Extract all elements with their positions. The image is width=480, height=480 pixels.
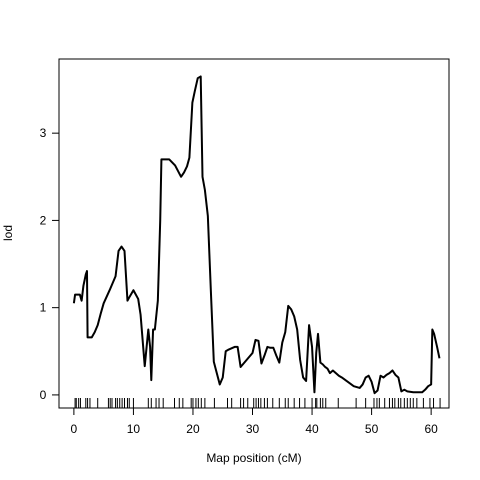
y-axis-title: lod — [1, 225, 15, 241]
plot-frame — [58, 58, 450, 409]
x-tick-label: 50 — [365, 422, 379, 436]
y-tick-label: 3 — [40, 126, 47, 140]
y-tick-label: 0 — [40, 388, 47, 402]
x-tick-label: 20 — [186, 422, 200, 436]
x-tick-label: 40 — [305, 422, 319, 436]
y-tick-label: 1 — [40, 301, 47, 315]
x-tick-label: 60 — [424, 422, 438, 436]
y-axis: 0 1 2 3 — [40, 126, 59, 402]
x-axis: 0 10 20 30 40 50 60 — [71, 408, 438, 436]
y-tick-label: 2 — [40, 213, 47, 227]
x-axis-title: Map position (cM) — [206, 451, 301, 465]
x-tick-label: 30 — [246, 422, 260, 436]
lod-curve — [72, 75, 441, 395]
x-tick-label: 0 — [71, 422, 78, 436]
x-tick-label: 10 — [127, 422, 141, 436]
marker-rug — [74, 398, 441, 408]
